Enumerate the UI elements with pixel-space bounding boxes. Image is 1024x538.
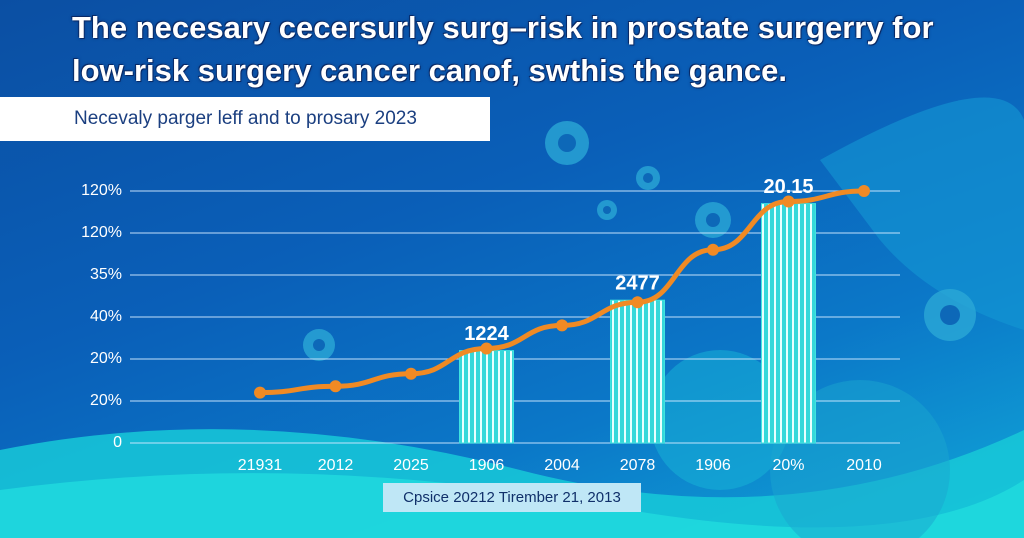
x-tick-label: 20% — [772, 457, 804, 474]
y-tick-label: 120% — [81, 224, 122, 241]
y-tick-label: 40% — [90, 308, 122, 325]
y-tick-label: 35% — [90, 266, 122, 283]
y-tick-label: 20% — [90, 350, 122, 367]
background-decor — [0, 97, 1024, 538]
x-tick-label: 2012 — [318, 457, 354, 474]
data-label: 1224 — [464, 323, 509, 345]
line-marker — [556, 319, 568, 332]
x-tick-label: 2010 — [846, 457, 882, 474]
x-tick-label: 21931 — [238, 457, 283, 474]
data-label: 2477 — [615, 272, 660, 294]
line-marker — [631, 296, 644, 309]
line-marker — [782, 195, 795, 208]
x-tick-label: 1906 — [469, 457, 505, 474]
line-marker — [858, 185, 870, 197]
chart-title: The necesary cecersurly surg–risk in pro… — [72, 10, 934, 88]
line-marker — [254, 386, 266, 399]
line-marker — [480, 342, 493, 355]
x-tick-label: 2078 — [620, 457, 656, 474]
bar — [610, 299, 665, 444]
chart-subtitle: Necevaly parger leff and to prosary 2023 — [0, 97, 490, 141]
bar — [761, 203, 816, 444]
y-tick-label: 120% — [81, 182, 122, 199]
line-marker — [329, 380, 342, 393]
footnote: Cpsice 20212 Tirember 21, 2013 — [383, 483, 641, 512]
y-tick-label: 0 — [113, 434, 122, 451]
data-label: 20.15 — [763, 176, 813, 198]
bar — [459, 350, 514, 444]
x-tick-label: 1906 — [695, 457, 731, 474]
line-marker — [707, 243, 719, 256]
plot-area: 0 20% 20% 40% 35% 120% 120% 21931 2012 2025 1906 20… — [81, 176, 900, 474]
x-tick-label: 2025 — [393, 457, 429, 474]
y-tick-label: 20% — [90, 392, 122, 409]
line-marker — [405, 367, 417, 380]
x-tick-label: 2004 — [544, 457, 580, 474]
